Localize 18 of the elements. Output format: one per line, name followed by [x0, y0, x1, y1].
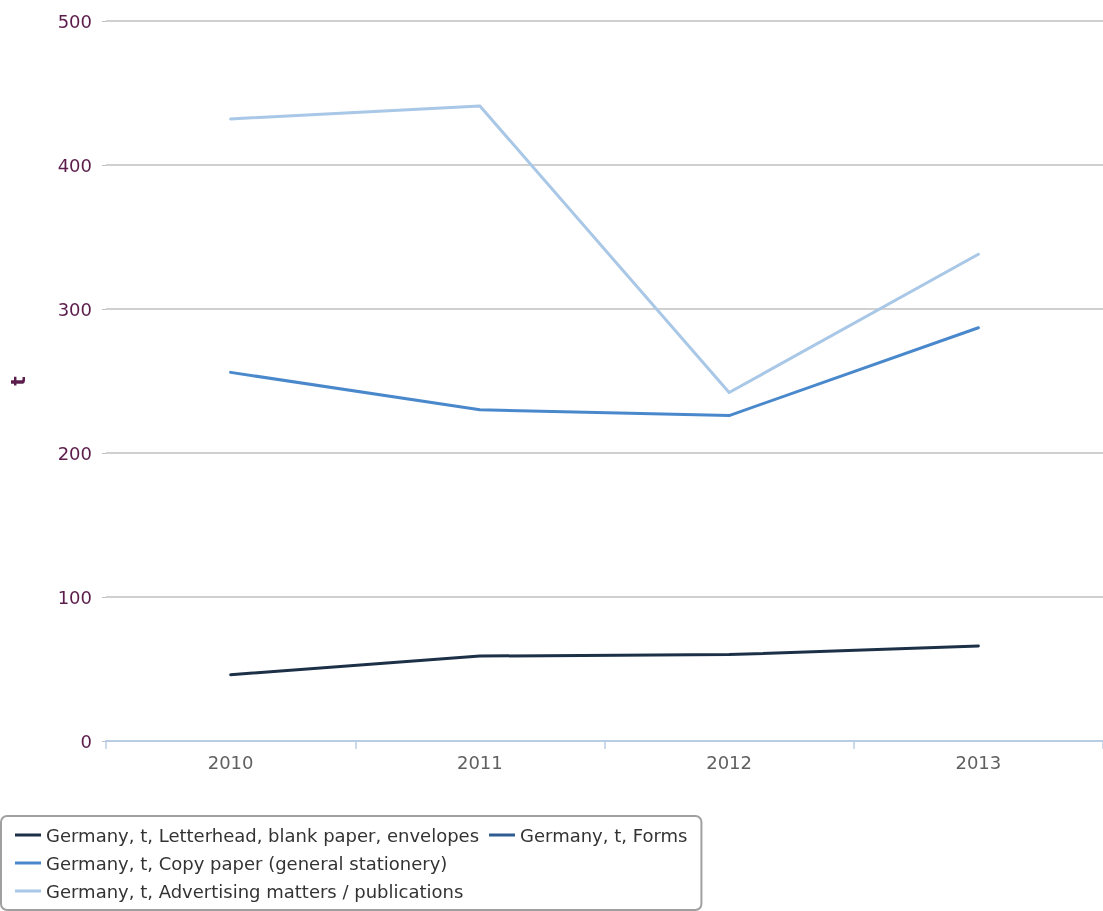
y-tick-label: 300 [57, 298, 92, 320]
line-series [229, 644, 980, 677]
line-series [229, 326, 980, 418]
y-axis-title: t [6, 375, 30, 386]
y-tick-label: 0 [80, 730, 92, 752]
legend-label: Germany, t, Advertising matters / publications [46, 880, 464, 902]
legend-label: Germany, t, Copy paper (general stationery) [46, 852, 448, 874]
x-tick-label: 2011 [456, 751, 503, 773]
y-tick-label: 500 [57, 10, 92, 32]
line-series [229, 104, 980, 395]
y-tick-label: 400 [57, 154, 92, 176]
x-tick-label: 2012 [706, 751, 753, 773]
legend-label: Germany, t, Letterhead, blank paper, envelopes [46, 824, 480, 846]
y-tick-label: 200 [57, 442, 92, 464]
legend-label: Germany, t, Forms [520, 824, 688, 846]
x-tick-label: 2013 [955, 751, 1002, 773]
y-tick-label: 100 [57, 586, 92, 608]
x-tick-label: 2010 [207, 751, 254, 773]
